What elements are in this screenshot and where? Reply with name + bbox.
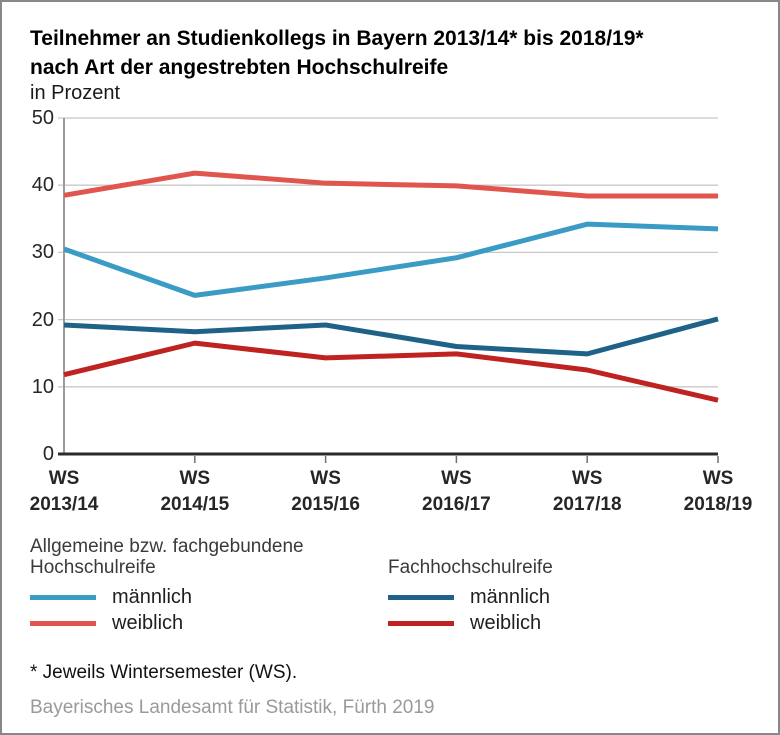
x-axis-label-2018/19: WS 2018/19 bbox=[683, 468, 753, 515]
chart-title: Teilnehmer an Studienkollegs in Bayern 2… bbox=[30, 24, 754, 82]
legend-label: weiblich bbox=[470, 611, 542, 634]
line-chart: 0 10 20 30 40 50 WS 2013/14 WS 2014/15 WS 2015/16 W… bbox=[2, 102, 778, 532]
legend-group-fachhochschulreife: Fachhochschulreife männlich weiblich bbox=[388, 536, 553, 636]
legend-item-fachhochschulreife-maennlich: männlich bbox=[388, 584, 553, 610]
plot-canvas bbox=[58, 117, 719, 463]
series-line-allgemein-weiblich bbox=[63, 170, 718, 199]
chart-title-line1: Teilnehmer an Studienkollegs in Bayern 2… bbox=[30, 27, 644, 50]
x-axis-label-2017/18: WS 2017/18 bbox=[552, 468, 622, 515]
legend-group-heading-fachhochschulreife: Fachhochschulreife bbox=[388, 557, 553, 578]
legend-swatch-light-blue-line-icon bbox=[30, 594, 96, 600]
y-axis-label-0: 0 bbox=[42, 443, 54, 465]
chart-subtitle: in Prozent bbox=[30, 82, 121, 104]
y-axis-label-20: 20 bbox=[31, 308, 54, 331]
footnote: * Jeweils Wintersemester (WS). bbox=[30, 662, 298, 683]
chart-title-line2: nach Art der angestrebten Hochschulreife bbox=[30, 56, 449, 79]
y-axis-label-30: 30 bbox=[31, 241, 54, 264]
legend-label: männlich bbox=[112, 585, 193, 608]
x-axis-label-2014/15: WS 2014/15 bbox=[160, 468, 230, 515]
legend-label: männlich bbox=[470, 585, 551, 608]
legend-item-allgemeine-maennlich: männlich bbox=[30, 584, 360, 610]
y-axis-label-50: 50 bbox=[31, 107, 54, 129]
y-axis-label-10: 10 bbox=[31, 375, 54, 398]
source-attribution: Bayerisches Landesamt für Statistik, Für… bbox=[30, 697, 435, 718]
x-axis-label-2013/14: WS 2013/14 bbox=[29, 468, 99, 515]
series-line-fachhochschulreife-weiblich bbox=[63, 340, 719, 403]
legend-item-fachhochschulreife-weiblich: weiblich bbox=[388, 610, 553, 636]
legend-swatch-dark-red-line-icon bbox=[388, 620, 454, 626]
legend-swatch-light-red-line-icon bbox=[30, 620, 96, 626]
series-line-fachhochschulreife-maennlich bbox=[63, 316, 719, 357]
x-axis-label-2016/17: WS 2016/17 bbox=[422, 468, 491, 515]
chart-legend: Allgemeine bzw. fachgebundene Hochschulr… bbox=[30, 536, 553, 636]
y-axis-label-40: 40 bbox=[31, 174, 54, 197]
legend-item-allgemeine-weiblich: weiblich bbox=[30, 610, 360, 636]
x-axis-label-2015/16: WS 2015/16 bbox=[291, 468, 360, 515]
legend-swatch-dark-blue-line-icon bbox=[388, 594, 454, 600]
legend-group-heading-allgemeine: Allgemeine bzw. fachgebundene Hochschulr… bbox=[30, 536, 304, 578]
legend-group-allgemeine-hochschulreife: Allgemeine bzw. fachgebundene Hochschulr… bbox=[30, 536, 360, 636]
legend-label: weiblich bbox=[112, 611, 184, 634]
series-line-allgemein-maennlich bbox=[63, 221, 719, 298]
